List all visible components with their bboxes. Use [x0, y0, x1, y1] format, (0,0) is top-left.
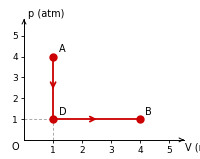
Point: [139, 118, 142, 120]
Text: B: B: [145, 107, 151, 117]
Text: A: A: [59, 45, 66, 55]
Text: D: D: [59, 107, 67, 117]
Text: p (atm): p (atm): [28, 9, 65, 19]
Text: O: O: [11, 142, 19, 152]
Point: [51, 55, 55, 58]
Point: [51, 118, 55, 120]
Text: V (m³): V (m³): [185, 142, 200, 152]
